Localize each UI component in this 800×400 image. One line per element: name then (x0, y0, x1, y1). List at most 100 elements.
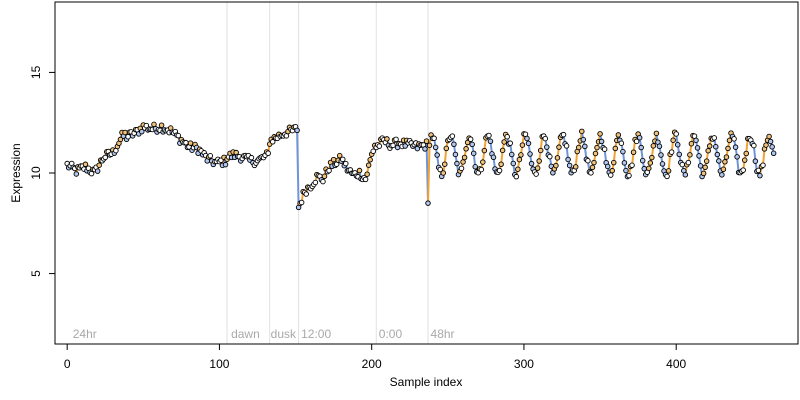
data-point (294, 127, 300, 134)
data-point (723, 154, 730, 160)
data-point (519, 142, 526, 148)
data-point (501, 139, 507, 145)
x-tick-label-300: 300 (514, 357, 534, 371)
data-point (330, 156, 337, 163)
data-point (515, 166, 521, 172)
data-point (688, 140, 695, 147)
data-point (248, 154, 255, 161)
y-tick-label-15: 15 (29, 65, 43, 79)
data-point (694, 145, 701, 151)
data-point (343, 160, 349, 167)
data-point (425, 200, 431, 206)
data-point (367, 157, 373, 163)
data-point (636, 134, 643, 141)
data-point (615, 132, 622, 138)
data-point (607, 172, 614, 178)
data-point (222, 161, 229, 168)
data-point (585, 157, 591, 164)
data-point (580, 136, 587, 143)
data-point (463, 146, 469, 152)
data-point (646, 165, 652, 172)
data-point (534, 165, 541, 171)
data-point (451, 141, 457, 147)
y-axis-label: Expression (9, 143, 23, 202)
data-point (432, 144, 439, 151)
data-point (591, 159, 597, 166)
data-point (528, 160, 535, 167)
data-point (426, 142, 433, 149)
data-point (513, 173, 520, 180)
data-point (767, 138, 774, 145)
data-point (647, 160, 654, 166)
data-point (478, 166, 485, 173)
data-point (507, 140, 513, 146)
data-point (356, 167, 363, 174)
data-point (734, 154, 740, 160)
phase-annotation-2: dusk (271, 327, 297, 341)
data-point (650, 143, 657, 149)
data-point (390, 142, 396, 149)
data-point (679, 161, 686, 168)
series-lines (66, 123, 775, 209)
data-point (763, 142, 769, 148)
data-point (711, 135, 718, 141)
data-point (623, 167, 629, 174)
x-tick-label-200: 200 (362, 357, 382, 371)
data-point (183, 139, 189, 146)
phase-annotation-0: 24hr (73, 327, 97, 341)
data-point (630, 149, 637, 155)
data-point (597, 131, 603, 137)
data-point (384, 136, 390, 142)
data-point (560, 131, 567, 138)
data-point (592, 150, 599, 157)
data-point (499, 147, 506, 154)
data-point (653, 130, 660, 137)
data-point (638, 144, 644, 151)
data-point (687, 152, 693, 158)
data-point (757, 172, 763, 179)
data-point (340, 156, 346, 163)
data-point (668, 149, 675, 155)
data-point (696, 153, 702, 159)
data-point (518, 152, 524, 158)
y-axis: 5 10 15 (29, 65, 56, 277)
data-point (94, 168, 101, 174)
data-point (365, 162, 372, 168)
data-point (542, 135, 549, 142)
data-point (117, 136, 124, 143)
data-point (402, 143, 408, 149)
data-point (751, 142, 757, 149)
data-point (527, 151, 533, 157)
data-point (423, 138, 430, 144)
data-point (706, 143, 713, 149)
data-point (741, 157, 748, 163)
series-segment (427, 144, 431, 205)
data-point (362, 176, 369, 183)
data-point (207, 153, 214, 159)
data-point (665, 168, 672, 174)
data-point (604, 163, 611, 170)
data-point (187, 140, 194, 146)
data-point (364, 171, 370, 177)
data-point (620, 148, 626, 155)
x-tick-label-100: 100 (209, 357, 229, 371)
data-point (705, 147, 711, 154)
data-point (437, 166, 443, 173)
data-point (504, 133, 510, 140)
phase-annotation-3: 12:00 (301, 327, 331, 341)
data-point (649, 154, 655, 161)
data-point (656, 143, 663, 150)
data-point (731, 136, 737, 142)
data-point (510, 160, 517, 167)
data-point (720, 166, 727, 173)
data-point (312, 179, 319, 186)
data-point (629, 162, 635, 169)
data-point (658, 152, 664, 158)
data-point (703, 158, 710, 164)
data-point (682, 172, 689, 178)
data-points (64, 121, 777, 211)
data-point (469, 141, 475, 148)
phase-annotation-4: 0:00 (379, 327, 403, 341)
data-point (547, 153, 553, 160)
